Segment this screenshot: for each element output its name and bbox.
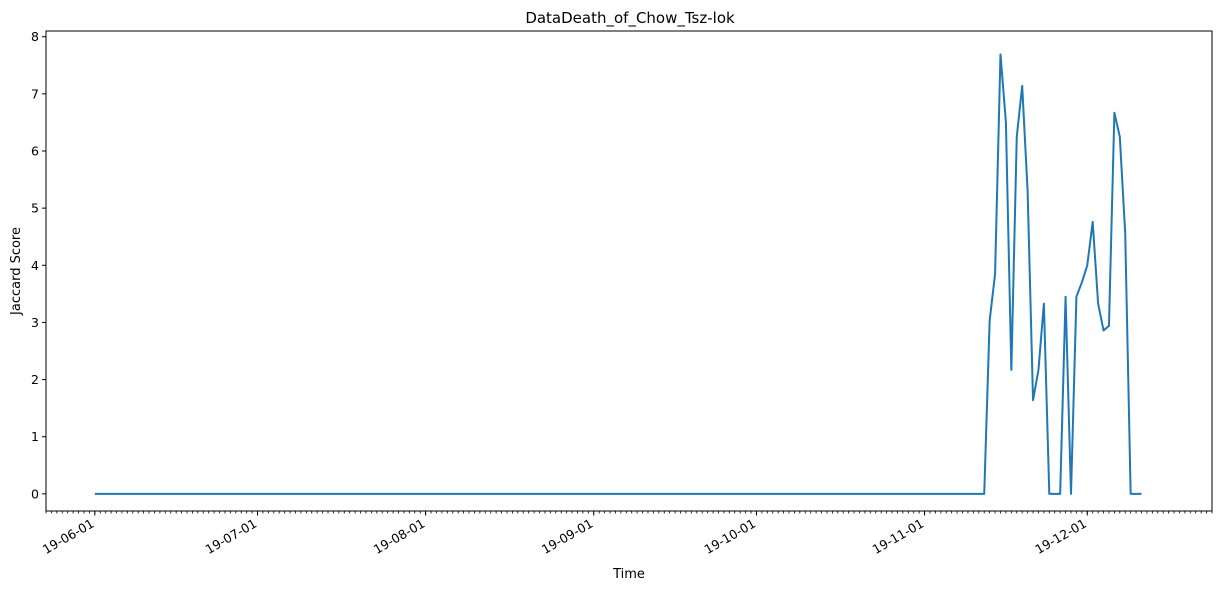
x-axis-title: Time: [612, 567, 645, 582]
y-axis-title: Jaccard Score: [9, 227, 24, 316]
y-tick-label: 0: [31, 486, 39, 501]
x-tick-label: 19-06-01: [40, 516, 97, 557]
chart-title: DataDeath_of_Chow_Tsz-lok: [525, 9, 735, 28]
y-tick-label: 5: [31, 201, 39, 216]
y-tick-label: 3: [31, 315, 39, 330]
x-tick-label: 19-12-01: [1032, 516, 1089, 557]
y-tick-label: 1: [31, 429, 39, 444]
x-tick-label: 19-10-01: [702, 516, 759, 557]
y-tick-label: 2: [31, 372, 39, 387]
x-tick-label: 19-07-01: [203, 516, 260, 557]
series-line: [94, 53, 1142, 495]
y-tick-label: 8: [31, 29, 39, 44]
y-tick-label: 7: [31, 86, 39, 101]
y-tick-label: 4: [31, 258, 39, 273]
y-tick-label: 6: [31, 144, 39, 159]
x-axis: 19-06-01 19-07-01 19-08-01 19-09-01 19-10-01…: [40, 511, 1213, 557]
x-tick-label: 19-08-01: [371, 516, 428, 557]
plot-area-frame: [45, 30, 1213, 512]
x-tick-label: 19-09-01: [539, 516, 596, 557]
x-tick-label: 19-11-01: [870, 516, 927, 557]
y-axis: 0 1 2 3 4 5 6 7 8: [31, 29, 46, 501]
